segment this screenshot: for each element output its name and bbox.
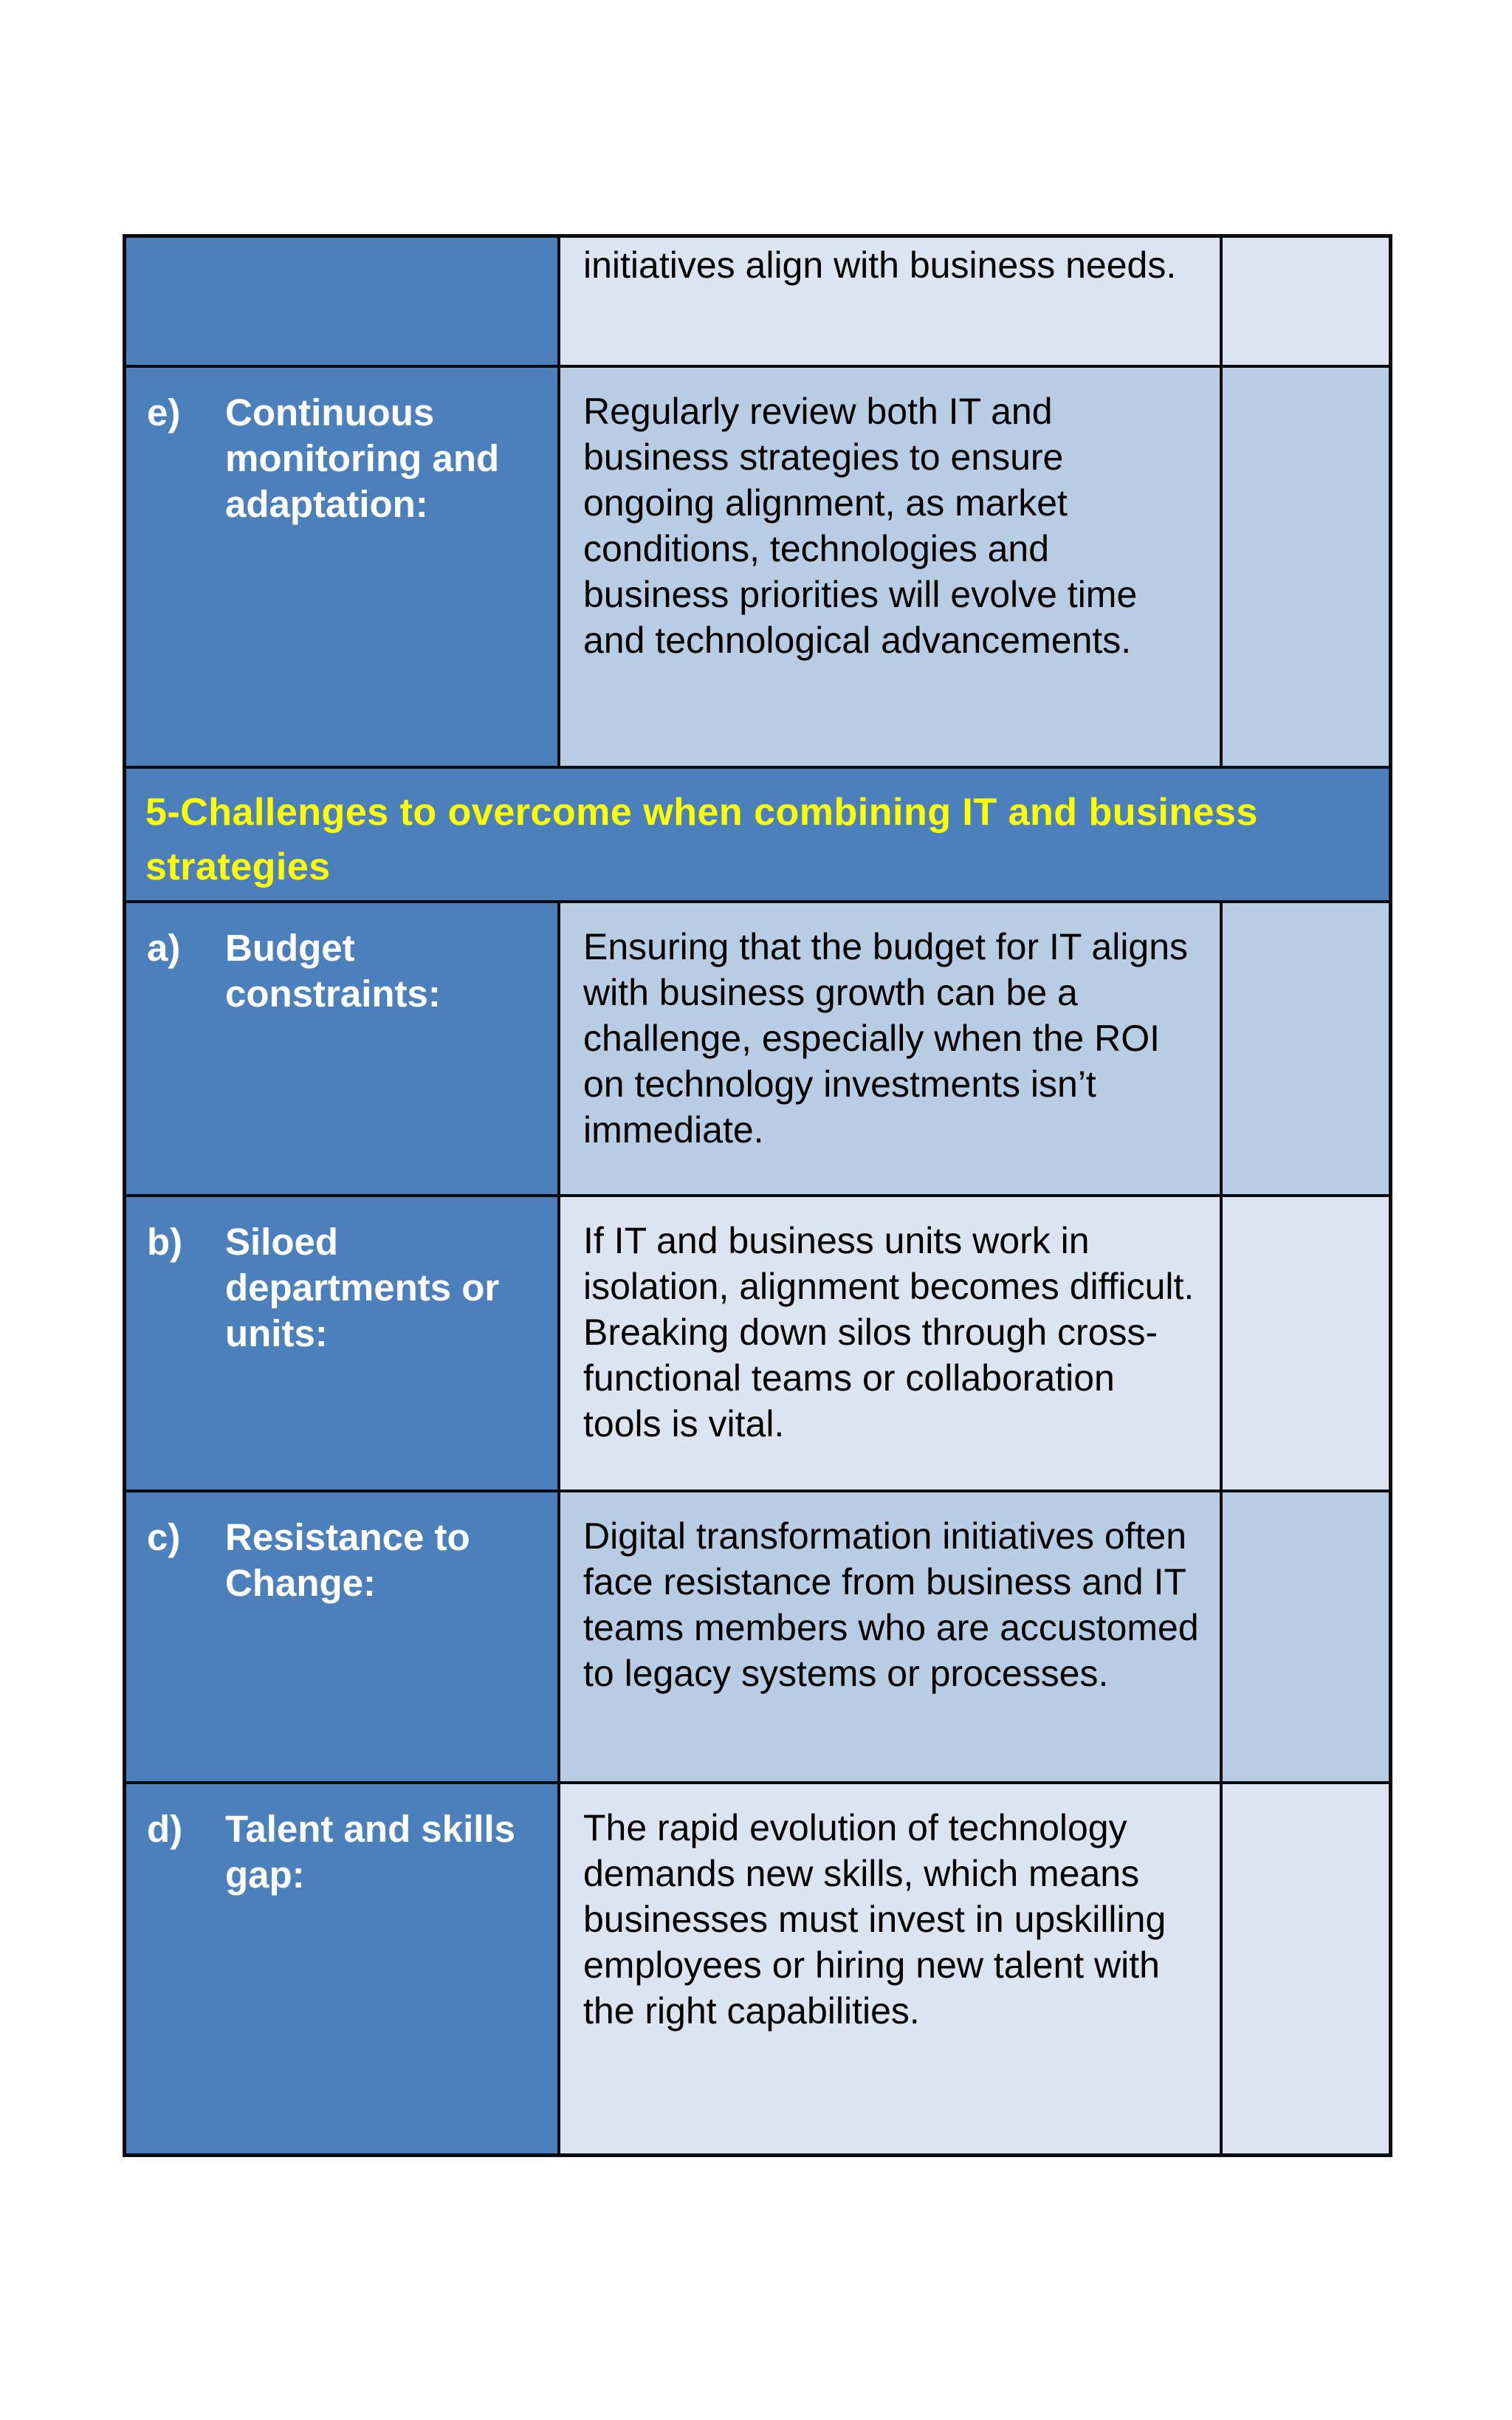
row-a-list-marker: a): [147, 927, 181, 969]
continuation-label-cell: [126, 238, 557, 365]
row-b-label-cell: b) Siloed departments or units:: [126, 1197, 557, 1490]
row-b-spacer-cell: [1223, 1197, 1389, 1490]
row-a-spacer-cell: [1223, 903, 1389, 1194]
row-d-spacer-cell: [1223, 1784, 1389, 2153]
row-a-label-cell: a) Budget constraints:: [126, 903, 557, 1194]
row-c-list-marker: c): [147, 1516, 181, 1558]
row-e-description: Regularly review both IT and business st…: [583, 391, 1138, 661]
row-a-label: Budget constraints:: [225, 927, 441, 1015]
continuation-description-cell: initiatives align with business needs.: [560, 238, 1220, 365]
row-b-list-marker: b): [147, 1221, 183, 1263]
row-e-label: Continuous monitoring and adaptation:: [225, 391, 500, 525]
row-c-description: Digital transformation initiatives often…: [583, 1515, 1199, 1694]
row-c-spacer-cell: [1223, 1492, 1389, 1781]
section-5-header-cell: 5-Challenges to overcome when combining …: [126, 769, 1389, 900]
row-b-description-cell: If IT and business units work in isolati…: [560, 1197, 1220, 1490]
row-a-description-cell: Ensuring that the budget for IT aligns w…: [560, 903, 1220, 1194]
row-d-label-cell: d) Talent and skills gap:: [126, 1784, 557, 2153]
row-c-description-cell: Digital transformation initiatives often…: [560, 1492, 1220, 1781]
section-5-header-title: 5-Challenges to overcome when combining …: [145, 791, 1258, 888]
continuation-spacer-cell: [1223, 238, 1389, 365]
row-c-label: Resistance to Change:: [225, 1516, 470, 1604]
row-d-list-marker: d): [147, 1808, 183, 1850]
row-a-description: Ensuring that the budget for IT aligns w…: [583, 926, 1189, 1151]
row-d-label: Talent and skills gap:: [225, 1808, 516, 1896]
row-c-label-cell: c) Resistance to Change:: [126, 1492, 557, 1781]
row-e-spacer-cell: [1223, 368, 1389, 766]
continuation-description: initiatives align with business needs.: [583, 244, 1177, 286]
row-e-list-marker: e): [147, 391, 181, 433]
row-e-label-cell: e) Continuous monitoring and adaptation:: [126, 368, 557, 766]
it-business-strategy-table: initiatives align with business needs. e…: [123, 234, 1392, 2157]
row-d-description: The rapid evolution of technology demand…: [583, 1807, 1166, 2032]
row-b-description: If IT and business units work in isolati…: [583, 1220, 1195, 1444]
row-d-description-cell: The rapid evolution of technology demand…: [560, 1784, 1220, 2153]
row-e-description-cell: Regularly review both IT and business st…: [560, 368, 1220, 766]
row-b-label: Siloed departments or units:: [225, 1221, 500, 1354]
